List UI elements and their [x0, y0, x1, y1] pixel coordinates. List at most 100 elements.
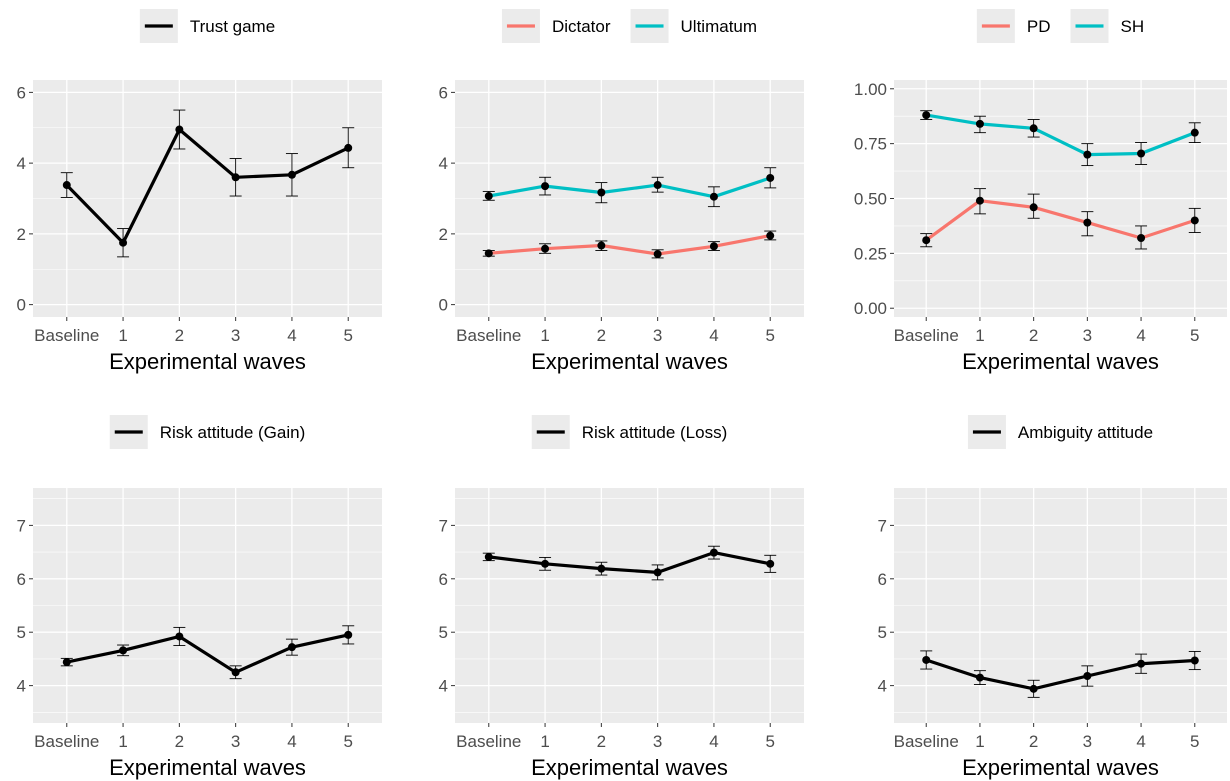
data-point: [922, 236, 931, 245]
data-point: [287, 643, 296, 652]
x-tick-label: 4: [709, 326, 718, 345]
legend: Dictator Ultimatum: [501, 9, 757, 43]
x-tick-label: 4: [709, 732, 718, 751]
x-tick-label: 4: [287, 326, 296, 345]
x-tick-label: Baseline: [456, 732, 521, 751]
data-point: [541, 182, 550, 191]
y-tick-label: 4: [439, 154, 448, 173]
y-tick-label: 0: [439, 296, 448, 315]
chart-svg: 0 2 4 6 Baseline 1 2 3 4 5 Experimental waves Trust…: [17, 9, 382, 374]
data-point: [541, 244, 550, 253]
x-tick-label: 4: [287, 732, 296, 751]
data-point: [119, 646, 128, 655]
y-tick-label: 1.00: [854, 80, 887, 99]
y-tick-label: 6: [439, 83, 448, 102]
data-point: [1083, 672, 1092, 680]
data-point: [1190, 128, 1199, 137]
y-tick-label: 0.00: [854, 299, 887, 318]
data-point: [231, 173, 240, 182]
data-point: [541, 559, 550, 568]
legend: Risk attitude (Gain): [109, 415, 306, 449]
legend-item: Ambiguity attitude: [967, 415, 1153, 449]
data-point: [709, 192, 718, 201]
chart-svg: 0 2 4 6 Baseline 1 2 3 4 5 Experimental waves Dicta…: [439, 9, 804, 374]
x-tick-label: 3: [1083, 326, 1092, 345]
y-tick-label: 4: [878, 677, 887, 696]
x-tick-label: 2: [1029, 326, 1038, 345]
series-line: [925, 113, 1196, 157]
data-point: [1137, 234, 1146, 242]
legend-label: Risk attitude (Gain): [160, 423, 306, 442]
data-point: [1083, 218, 1092, 227]
legend-item: Risk attitude (Loss): [531, 415, 728, 449]
panel-dictator-ultimatum: 0 2 4 6 Baseline 1 2 3 4 5 Experimental waves Dicta…: [422, 0, 832, 390]
data-point: [484, 249, 493, 258]
data-point: [597, 241, 606, 250]
panel-risk-gain: 4 5 6 7 Baseline 1 2 3 4 5 Experimental waves Risk …: [0, 396, 410, 781]
x-axis-title: Experimental waves: [962, 349, 1159, 374]
chart-svg: 0.00 0.25 0.50 0.75 1.00 Baseline 1 2 3 4 5 Experim…: [854, 9, 1227, 374]
legend: Trust game: [139, 9, 275, 43]
x-tick-label: 3: [231, 732, 240, 751]
x-tick-label: 5: [1190, 326, 1199, 345]
x-tick-label: 5: [343, 732, 352, 751]
y-tick-label: 7: [878, 516, 887, 535]
data-point: [1029, 203, 1038, 212]
legend-item: Ultimatum: [630, 9, 757, 43]
data-point: [287, 170, 296, 179]
data-point: [922, 655, 931, 664]
data-point: [119, 238, 128, 247]
chart-svg: 4 5 6 7 Baseline 1 2 3 4 5 Experimental waves Risk …: [439, 415, 804, 780]
y-tick-label: 4: [439, 677, 448, 696]
data-point: [175, 632, 184, 641]
data-point: [1137, 149, 1146, 158]
y-tick-label: 7: [439, 516, 448, 535]
series-line: [66, 633, 349, 674]
y-tick-label: 6: [439, 570, 448, 589]
x-tick-label: 2: [1029, 732, 1038, 751]
x-tick-label: 3: [1083, 732, 1092, 751]
x-tick-label: 3: [653, 326, 662, 345]
x-tick-label: 4: [1136, 732, 1145, 751]
data-point: [1029, 124, 1038, 133]
legend: Risk attitude (Loss): [531, 415, 728, 449]
x-tick-label: 2: [175, 326, 184, 345]
data-point: [484, 192, 493, 201]
data-point: [709, 548, 718, 557]
y-tick-label: 4: [17, 677, 26, 696]
y-tick-label: 5: [878, 623, 887, 642]
legend-label: Ambiguity attitude: [1018, 423, 1153, 442]
legend: Ambiguity attitude: [967, 415, 1153, 449]
series-line: [925, 658, 1195, 691]
data-point: [766, 173, 775, 182]
legend-label: Trust game: [190, 17, 275, 36]
data-point: [653, 568, 662, 577]
data-point: [922, 111, 931, 120]
x-tick-label: Baseline: [456, 326, 521, 345]
data-point: [62, 658, 71, 667]
x-axis-title: Experimental waves: [531, 755, 728, 780]
y-tick-label: 0.75: [854, 135, 887, 154]
x-tick-label: 5: [765, 326, 774, 345]
panel-pd-sh: 0.00 0.25 0.50 0.75 1.00 Baseline 1 2 3 4 5 Experim…: [844, 0, 1230, 390]
legend-label: SH: [1121, 17, 1145, 36]
data-point: [231, 668, 240, 677]
panel-risk-loss: 4 5 6 7 Baseline 1 2 3 4 5 Experimental waves Risk …: [422, 396, 832, 781]
x-tick-label: 3: [653, 732, 662, 751]
y-tick-label: 6: [878, 570, 887, 589]
chart-svg: 4 5 6 7 Baseline 1 2 3 4 5 Experimental waves Risk …: [17, 415, 382, 780]
data-point: [653, 250, 662, 259]
y-tick-label: 0.50: [854, 190, 887, 209]
x-tick-label: 1: [975, 326, 984, 345]
y-tick-label: 2: [17, 225, 26, 244]
data-point: [1029, 684, 1038, 693]
panel-ambiguity: 4 5 6 7 Baseline 1 2 3 4 5 Experimental waves Ambig…: [844, 396, 1230, 781]
data-point: [344, 143, 353, 152]
data-point: [344, 630, 353, 639]
legend-label: Risk attitude (Loss): [582, 423, 728, 442]
y-tick-label: 7: [17, 516, 26, 535]
legend-item: Dictator: [501, 9, 611, 43]
x-tick-label: 1: [975, 732, 984, 751]
x-tick-label: 5: [1190, 732, 1199, 751]
series-line: [925, 199, 1196, 242]
